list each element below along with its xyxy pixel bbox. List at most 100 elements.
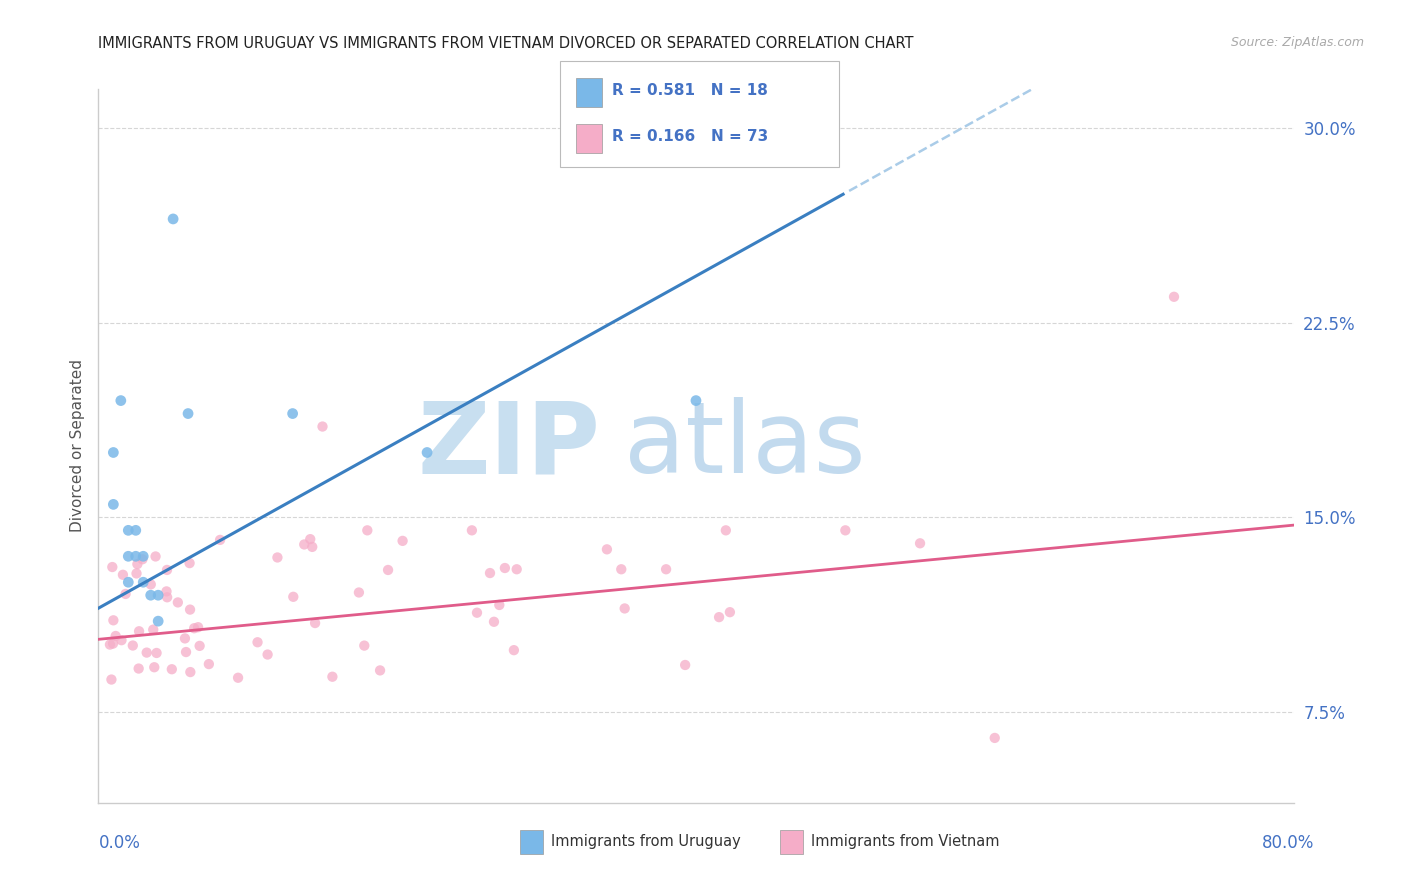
- Point: [98, 638, 121, 652]
- Point: [174, 632, 197, 646]
- Point: [292, 537, 315, 551]
- Point: [117, 575, 139, 590]
- Point: [673, 658, 696, 673]
- Point: [101, 637, 124, 651]
- Point: [121, 639, 143, 653]
- Text: R = 0.166   N = 73: R = 0.166 N = 73: [612, 128, 768, 144]
- Point: [266, 550, 288, 565]
- Point: [143, 660, 166, 674]
- Point: [174, 645, 197, 659]
- Point: [299, 532, 322, 546]
- Point: [103, 613, 125, 627]
- Point: [128, 661, 150, 675]
- Text: Immigrants from Vietnam: Immigrants from Vietnam: [811, 834, 1000, 848]
- Point: [718, 605, 741, 619]
- Point: [127, 557, 149, 571]
- Point: [125, 549, 148, 564]
- Point: [139, 577, 162, 591]
- Point: [135, 646, 157, 660]
- Point: [834, 524, 856, 538]
- Point: [198, 657, 221, 672]
- Point: [183, 621, 205, 635]
- Text: ZIP: ZIP: [418, 398, 600, 494]
- Point: [655, 562, 678, 576]
- Point: [166, 595, 188, 609]
- Point: [117, 524, 139, 538]
- Text: R = 0.581   N = 18: R = 0.581 N = 18: [612, 83, 768, 97]
- Text: 80.0%: 80.0%: [1263, 834, 1315, 852]
- Point: [377, 563, 399, 577]
- Point: [1163, 290, 1185, 304]
- Point: [494, 561, 516, 575]
- Point: [685, 393, 707, 408]
- Point: [177, 407, 200, 421]
- Point: [596, 542, 619, 557]
- Point: [128, 624, 150, 639]
- Point: [145, 549, 167, 564]
- Point: [488, 598, 510, 612]
- Point: [707, 610, 730, 624]
- Point: [179, 602, 201, 616]
- Y-axis label: Divorced or Separated: Divorced or Separated: [69, 359, 84, 533]
- Point: [132, 549, 155, 564]
- Point: [111, 567, 134, 582]
- Point: [155, 584, 177, 599]
- Text: atlas: atlas: [624, 398, 866, 494]
- Point: [368, 664, 391, 678]
- Point: [391, 533, 413, 548]
- Point: [104, 629, 127, 643]
- Point: [461, 524, 484, 538]
- Point: [503, 643, 526, 657]
- Point: [482, 615, 505, 629]
- Point: [246, 635, 269, 649]
- Point: [125, 524, 148, 538]
- Point: [465, 606, 488, 620]
- Text: IMMIGRANTS FROM URUGUAY VS IMMIGRANTS FROM VIETNAM DIVORCED OR SEPARATED CORRELA: IMMIGRANTS FROM URUGUAY VS IMMIGRANTS FR…: [98, 36, 914, 51]
- Point: [347, 585, 370, 599]
- Point: [610, 562, 633, 576]
- Text: Source: ZipAtlas.com: Source: ZipAtlas.com: [1230, 36, 1364, 49]
- Point: [356, 524, 378, 538]
- Point: [281, 407, 304, 421]
- Point: [103, 497, 125, 511]
- Point: [311, 419, 333, 434]
- Point: [283, 590, 305, 604]
- Point: [187, 620, 209, 634]
- Point: [103, 445, 125, 459]
- Point: [162, 211, 184, 226]
- Point: [110, 393, 132, 408]
- Point: [304, 615, 326, 630]
- Point: [110, 633, 132, 648]
- Point: [301, 540, 323, 554]
- Point: [156, 591, 179, 605]
- Point: [908, 536, 931, 550]
- Point: [179, 665, 201, 679]
- Point: [209, 533, 232, 547]
- Point: [256, 648, 278, 662]
- Point: [156, 563, 179, 577]
- Point: [100, 673, 122, 687]
- Point: [125, 566, 148, 581]
- Point: [148, 614, 170, 628]
- Point: [506, 562, 529, 576]
- Point: [613, 601, 636, 615]
- Point: [160, 662, 183, 676]
- Point: [226, 671, 249, 685]
- Point: [479, 566, 502, 580]
- Point: [179, 556, 201, 570]
- Point: [148, 588, 170, 602]
- Text: 0.0%: 0.0%: [98, 834, 141, 852]
- Point: [321, 670, 343, 684]
- Point: [353, 639, 375, 653]
- Point: [139, 588, 162, 602]
- Point: [714, 524, 737, 538]
- Point: [114, 587, 136, 601]
- Point: [145, 646, 167, 660]
- Point: [984, 731, 1007, 745]
- Text: Immigrants from Uruguay: Immigrants from Uruguay: [551, 834, 741, 848]
- Point: [101, 560, 124, 574]
- Point: [188, 639, 211, 653]
- Point: [132, 575, 155, 590]
- Point: [142, 623, 165, 637]
- Point: [131, 552, 153, 566]
